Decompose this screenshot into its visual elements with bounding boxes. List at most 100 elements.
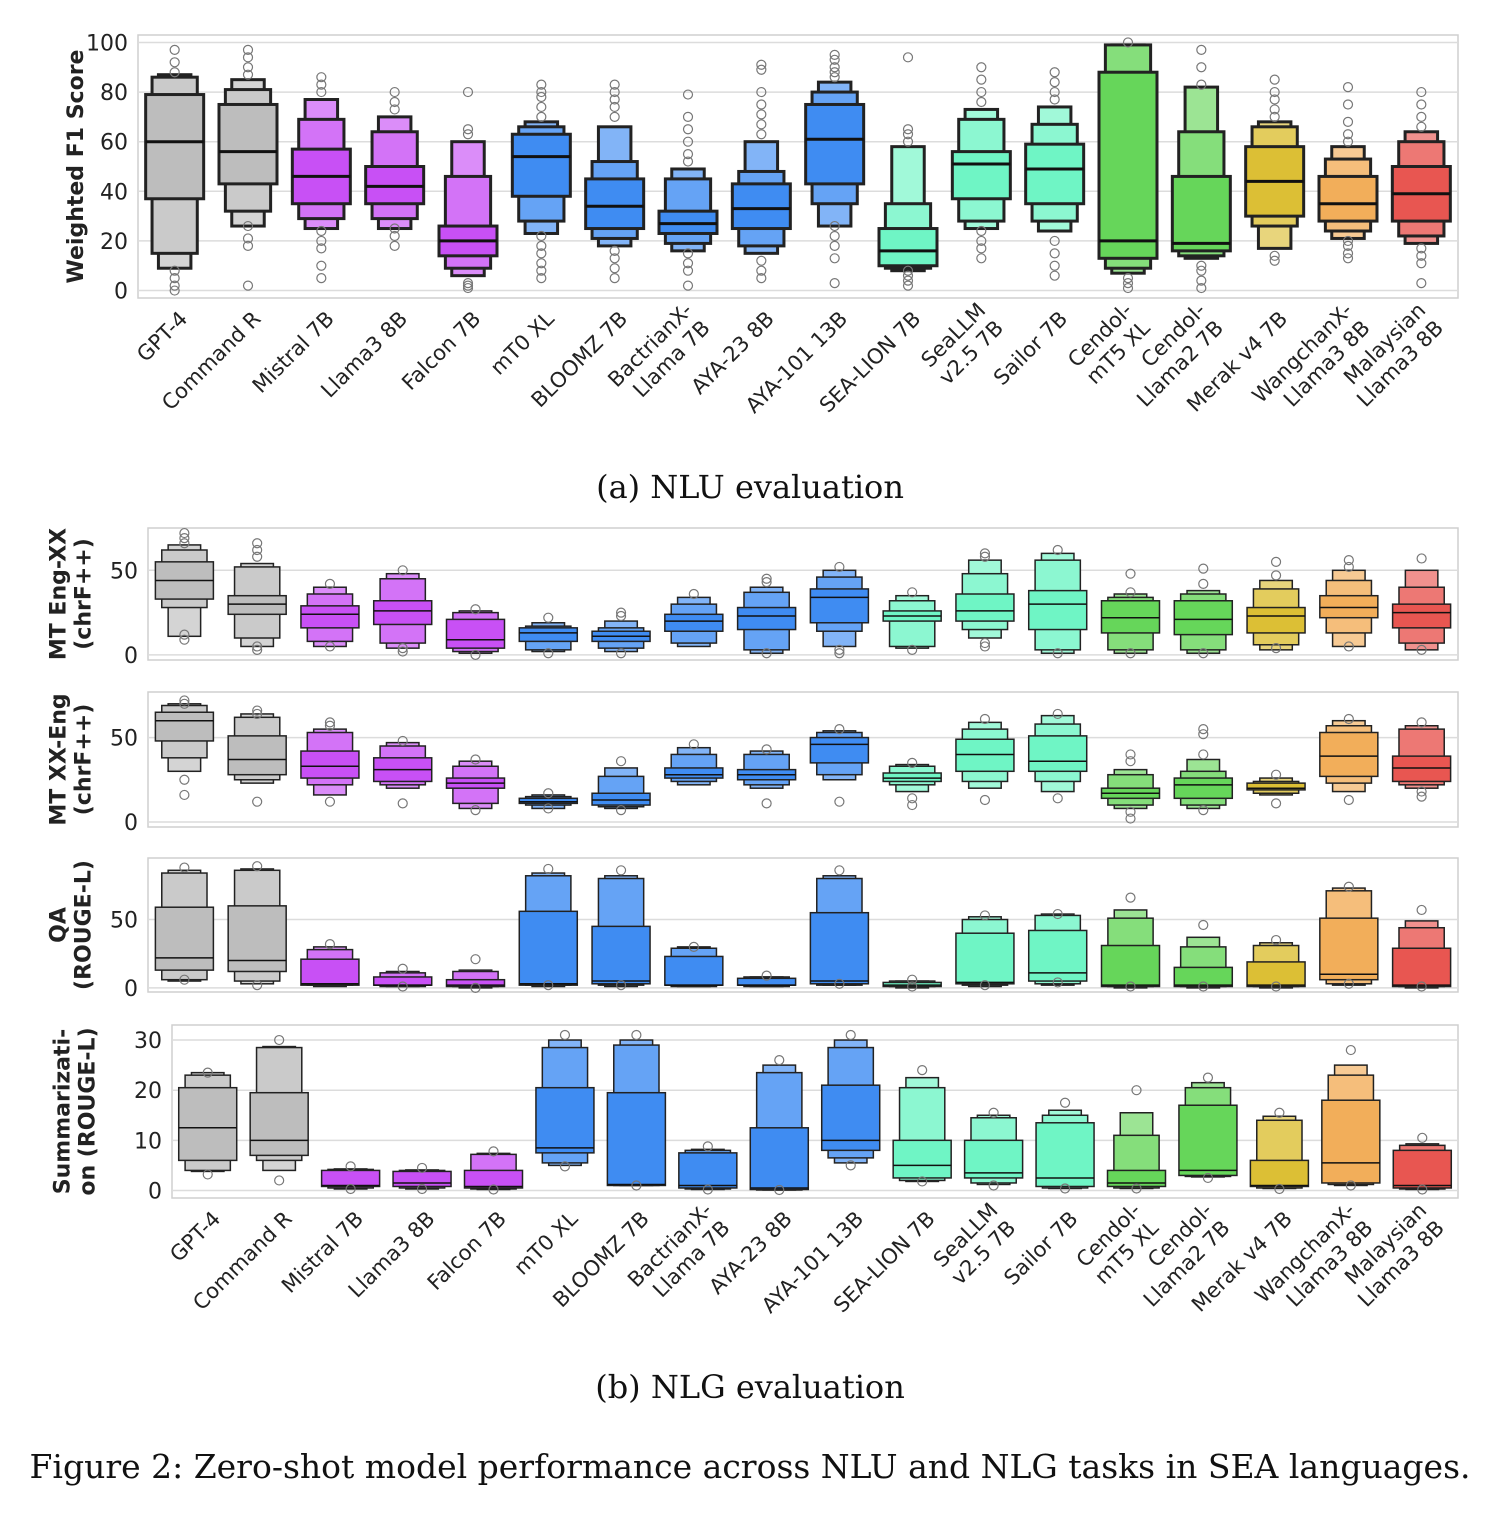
outlier-point [202,1169,213,1180]
outlier-point [834,978,845,989]
y-axis-label: on (ROUGE-L) [76,1027,101,1195]
outlier-point [1198,749,1209,760]
outlier-point [615,648,627,659]
outlier-point [1122,278,1134,289]
outlier-point [462,280,474,291]
outlier-point [536,265,547,276]
outlier-point [242,220,254,232]
outlier-point [702,1184,713,1195]
subtitle-nlu: (a) NLU evaluation [596,468,904,506]
outlier-point [169,265,180,276]
figure-caption: Figure 2: Zero-shot model performance ac… [30,1447,1471,1486]
outlier-point [470,982,481,993]
outlier-point [688,941,699,952]
outlier-point [1342,240,1354,251]
outlier-point [979,713,991,725]
outlier-point [1196,265,1207,276]
x-tick-label: Cendol-mT5 XL [1072,1198,1164,1290]
subtitle-nlg: (b) NLG evaluation [595,1368,905,1406]
outlier-point [252,551,263,562]
boxen-level [888,600,936,648]
plot-frame [147,857,1459,993]
outlier-point [761,573,772,584]
outlier-point [1198,805,1209,816]
boxen-level [463,1169,524,1189]
outlier-point [1416,553,1427,564]
outlier-point [1270,643,1282,654]
x-tick-label: Cendol-mT5 XL [1063,298,1155,390]
outlier-point [829,220,840,232]
outlier-point [902,136,914,147]
outlier-point [1416,121,1427,132]
outlier-point [462,86,474,98]
outlier-point [761,744,772,755]
boxen-level [882,772,942,783]
outlier-point [829,253,840,264]
outlier-point [397,798,408,809]
y-tick-label: 20 [134,1079,162,1104]
boxen-level [1391,603,1452,629]
outlier-point [1196,44,1207,55]
outlier-point [1270,934,1282,946]
boxen-level [584,177,646,231]
boxen-level [1319,594,1379,619]
boxen-level [144,93,206,201]
outlier-point [324,939,336,950]
outlier-point [1196,62,1207,73]
boxen-level [1173,600,1234,636]
boxen-level [518,627,579,643]
outlier-point [242,44,254,55]
outlier-point [536,258,547,269]
panel-3: 0 50 QA (ROUGE-L) [47,857,1459,1002]
outlier-point [274,1034,285,1046]
outlier-point [761,577,772,588]
boxen-level [1317,174,1379,223]
outlier-point [1417,1184,1428,1195]
outlier-point [1416,278,1427,289]
outlier-point [902,280,914,291]
boxen-level [1249,1159,1310,1188]
outlier-point [1052,793,1063,804]
outlier-point [976,243,987,254]
boxen-level [678,1152,738,1189]
outlier-point [389,230,400,242]
boxen-level [820,1084,881,1152]
boxen-level [606,1091,667,1187]
outlier-point [316,260,327,271]
outlier-point [917,1065,928,1076]
boxen-level [749,1127,810,1191]
outlier-point [488,1146,499,1157]
outlier-point [324,796,336,807]
boxen-level [1173,966,1234,988]
boxen-level [736,606,797,631]
outlier-point [1416,981,1427,992]
outlier-point [1198,919,1209,931]
outlier-point [1049,77,1060,88]
boxen-level [809,588,870,624]
outlier-point [907,757,918,768]
y-tick-label: 40 [100,180,128,205]
outlier-point [1049,260,1060,271]
outlier-point [1059,1183,1071,1194]
outlier-point [682,258,694,269]
boxen-level [154,906,215,971]
boxen-level [955,932,1015,985]
outlier-point [242,280,254,291]
boxen-level [300,750,360,779]
outlier-point [829,54,840,65]
outlier-point [682,89,694,100]
boxen-level [963,1139,1024,1179]
outlier-point [179,533,190,544]
boxen-level [730,182,792,231]
boxen-level [804,102,866,186]
outlier-point [316,225,327,237]
outlier-point [470,604,481,615]
boxen-level [892,1139,952,1179]
outlier-point [1059,1097,1071,1108]
x-tick-label: Falcon 7B [397,307,485,395]
outlier-point [1196,79,1207,90]
outlier-point [536,273,547,284]
y-tick-label: 10 [134,1129,162,1154]
